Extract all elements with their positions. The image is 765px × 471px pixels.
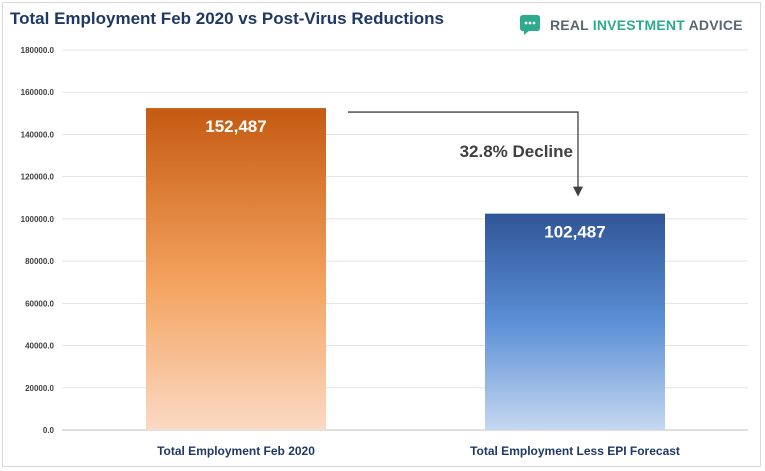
y-tick-label: 180000.0 xyxy=(21,46,55,55)
y-tick-label: 160000.0 xyxy=(21,88,55,97)
y-tick-label: 0.0 xyxy=(43,426,55,435)
bar-1 xyxy=(146,108,326,430)
bars xyxy=(146,108,665,430)
decline-annotation: 32.8% Decline xyxy=(348,111,583,197)
bar-2 xyxy=(485,213,665,430)
y-tick-label: 80000.0 xyxy=(25,257,54,266)
x-tick-label-1: Total Employment Feb 2020 xyxy=(157,444,315,458)
data-labels: 152,487 102,487 xyxy=(205,117,605,242)
data-label-1: 152,487 xyxy=(205,117,266,136)
brand-name: REAL INVESTMENT ADVICE xyxy=(550,17,743,33)
y-tick-label: 60000.0 xyxy=(25,299,54,308)
x-axis: Total Employment Feb 2020 Total Employmen… xyxy=(157,444,680,458)
y-tick-label: 20000.0 xyxy=(25,384,54,393)
y-axis: 0.0 20000.0 40000.0 60000.0 80000.0 100000.0 1… xyxy=(21,46,55,435)
y-tick-label: 100000.0 xyxy=(21,215,55,224)
decline-arrow xyxy=(348,111,583,197)
chat-bubble-icon xyxy=(520,15,540,35)
decline-label: 32.8% Decline xyxy=(460,142,573,161)
x-tick-label-2: Total Employment Less EPI Forecast xyxy=(470,444,680,458)
brand-logo: REAL INVESTMENT ADVICE xyxy=(518,12,743,38)
chart-title: Total Employment Feb 2020 vs Post-Virus … xyxy=(10,9,444,28)
y-tick-label: 120000.0 xyxy=(21,173,55,182)
y-tick-label: 140000.0 xyxy=(21,130,55,139)
y-tick-label: 40000.0 xyxy=(25,342,54,351)
data-label-2: 102,487 xyxy=(544,223,605,242)
